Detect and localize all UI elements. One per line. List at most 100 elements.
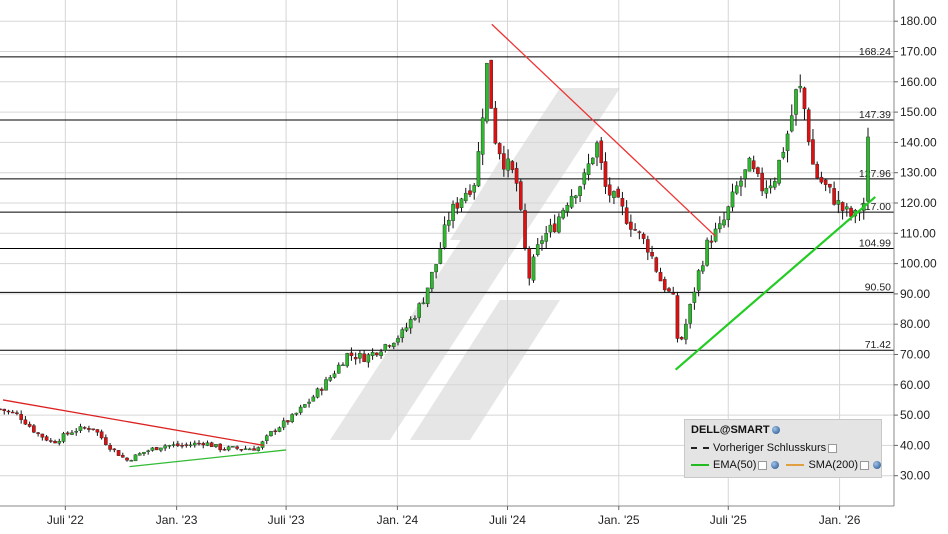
- candle-body: [658, 272, 663, 282]
- candle-body: [595, 142, 599, 158]
- candle-body: [10, 411, 15, 414]
- watermark-stroke: [410, 300, 560, 440]
- candle-body: [751, 160, 756, 170]
- checkbox[interactable]: [758, 460, 768, 470]
- checkbox[interactable]: [828, 443, 838, 453]
- candle-body: [32, 425, 36, 433]
- candle-body: [243, 448, 248, 450]
- chart-legend: DELL@SMART Vorheriger Schlusskurs EMA(50…: [684, 419, 882, 478]
- y-tick-label: 90.00: [900, 287, 930, 301]
- y-tick-label: 150.00: [900, 105, 937, 119]
- x-tick-label: Juli '25: [710, 513, 747, 527]
- candle-body: [336, 364, 341, 374]
- candle-body: [6, 410, 11, 413]
- candle-body: [654, 257, 659, 272]
- candle-body: [709, 240, 714, 243]
- candle-body: [828, 183, 832, 188]
- candle-body: [866, 136, 870, 202]
- candle-body: [125, 457, 129, 461]
- y-tick-label: 170.00: [900, 45, 937, 59]
- candle-body: [235, 446, 239, 449]
- candle-body: [679, 337, 684, 340]
- candle-body: [87, 428, 91, 430]
- candle-body: [264, 435, 269, 441]
- candle-body: [294, 412, 299, 415]
- candle-body: [353, 357, 358, 360]
- candle-body: [95, 429, 100, 433]
- candle-body: [379, 351, 383, 356]
- candle-body: [701, 265, 705, 272]
- candle-body: [358, 353, 362, 359]
- candle-body: [442, 224, 447, 248]
- candle-body: [214, 444, 218, 447]
- candle-body: [256, 447, 261, 451]
- candle-body: [434, 264, 438, 273]
- candle-body: [36, 432, 40, 434]
- candle-body: [413, 318, 417, 320]
- candle-body: [400, 329, 405, 339]
- candle-body: [823, 179, 828, 185]
- candle-body: [159, 447, 163, 451]
- candle-body: [836, 200, 841, 205]
- candle-body: [726, 206, 731, 220]
- y-tick-label: 160.00: [900, 75, 937, 89]
- candle-body: [349, 352, 354, 357]
- candle-body: [624, 207, 629, 224]
- level-label: 168.24: [859, 46, 891, 58]
- x-tick-label: Juli '23: [268, 513, 305, 527]
- candle-body: [324, 379, 328, 391]
- candle-body: [421, 302, 426, 305]
- globe-icon[interactable]: [771, 426, 780, 435]
- candle-body: [717, 223, 722, 230]
- candle-body: [794, 89, 798, 115]
- candle-body: [773, 181, 777, 188]
- candle-body: [171, 444, 176, 446]
- candle-body: [463, 192, 468, 202]
- candle-body: [527, 248, 532, 279]
- candle-body: [192, 442, 197, 446]
- x-tick-label: Jan. '26: [819, 513, 861, 527]
- candle-body: [252, 448, 256, 451]
- candle-body: [845, 206, 849, 210]
- candle-body: [574, 195, 578, 199]
- trendlines: [2, 23, 876, 468]
- candle-body: [391, 342, 396, 347]
- trendline: [491, 23, 717, 237]
- candle-body: [2, 408, 7, 412]
- candle-body: [286, 420, 290, 423]
- candle-body: [404, 327, 409, 331]
- candle-body: [493, 107, 498, 144]
- candle-body: [646, 239, 650, 253]
- legend-title: DELL@SMART: [691, 424, 780, 436]
- candle-body: [99, 431, 104, 439]
- candle-body: [44, 436, 49, 441]
- candle-body: [662, 279, 667, 291]
- candle-body: [341, 364, 345, 367]
- level-label: 71.42: [865, 339, 891, 351]
- globe-icon[interactable]: [873, 461, 881, 470]
- candle-body: [785, 133, 790, 152]
- candle-body: [116, 450, 121, 456]
- checkbox[interactable]: [860, 460, 869, 470]
- candle-body: [176, 443, 180, 446]
- candle-body: [552, 223, 557, 233]
- candle-body: [281, 420, 286, 428]
- level-label: 90.50: [865, 281, 891, 293]
- candle-body: [557, 216, 561, 233]
- candle-body: [197, 442, 201, 445]
- candle-body: [578, 186, 582, 197]
- candle-body: [510, 161, 515, 170]
- y-tick-label: 70.00: [900, 348, 930, 362]
- candle-body: [472, 185, 477, 193]
- level-label: 147.39: [859, 109, 891, 121]
- candle-body: [561, 209, 565, 219]
- candle-body: [582, 172, 587, 185]
- candle-body: [705, 239, 709, 266]
- candle-body: [120, 454, 125, 458]
- candle-body: [590, 157, 595, 164]
- candle-body: [112, 448, 117, 451]
- candle-body: [408, 319, 413, 329]
- candle-body: [518, 181, 523, 210]
- candle-body: [370, 351, 375, 356]
- globe-icon[interactable]: [771, 461, 780, 470]
